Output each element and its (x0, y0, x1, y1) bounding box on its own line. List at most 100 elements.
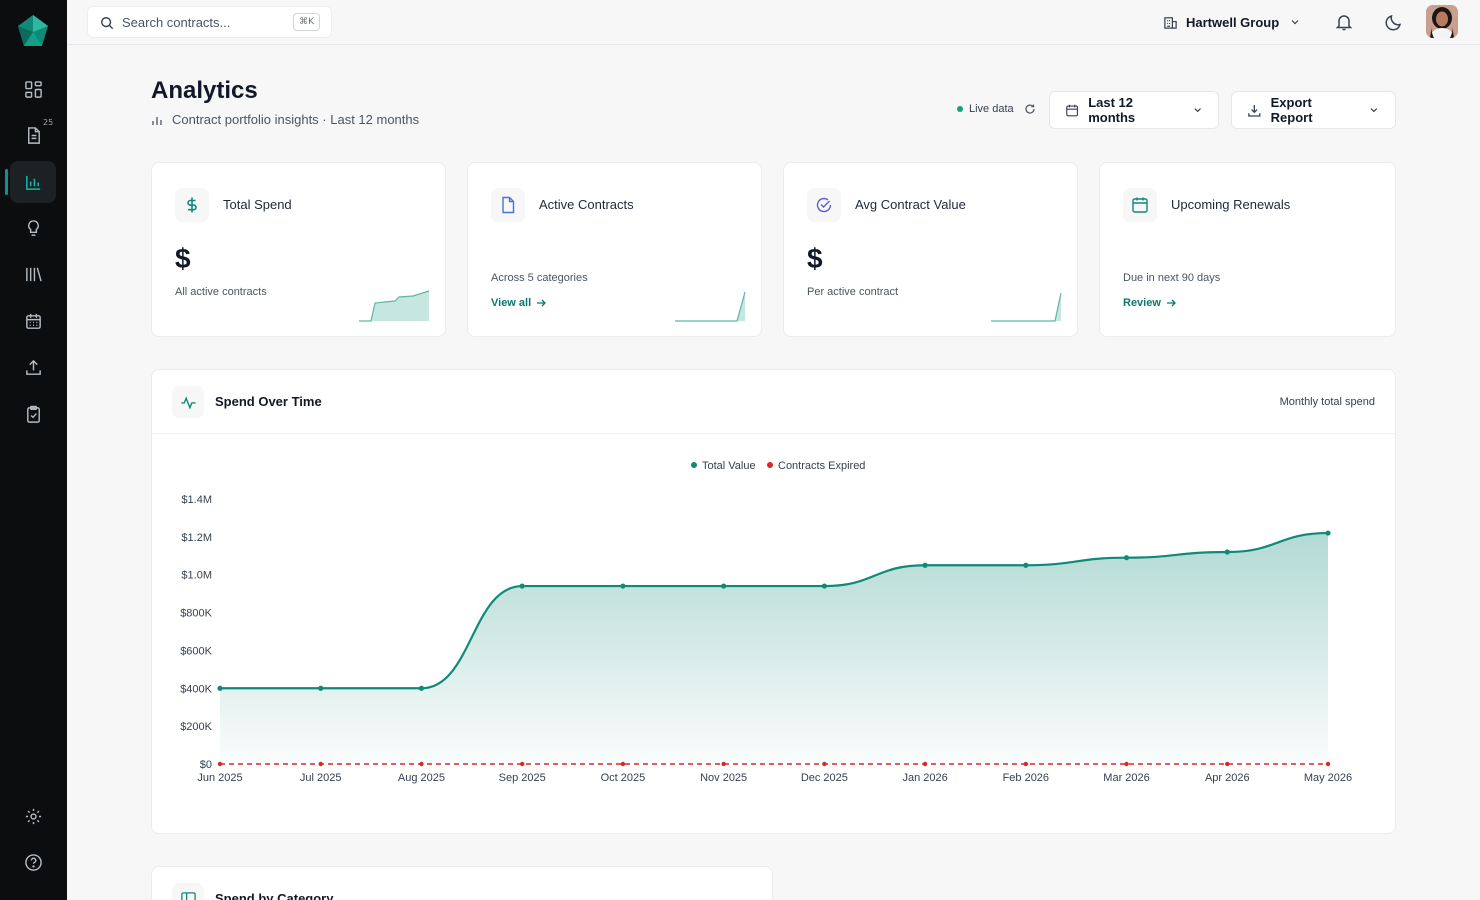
sidebar-item-insights[interactable] (10, 207, 56, 249)
total-value-line (220, 531, 1329, 690)
sidebar-item-calendar[interactable] (10, 300, 56, 342)
review-link[interactable]: Review (1123, 297, 1176, 309)
chevron-down-icon (1370, 108, 1378, 113)
spend-over-time-panel: Spend Over Time Monthly total spend Tota… (151, 369, 1396, 834)
org-name: Hartwell Group (1186, 14, 1280, 30)
card-note: Due in next 90 days (1123, 272, 1221, 284)
contracts-expired-point[interactable] (922, 761, 928, 767)
user-photo-icon (1426, 5, 1458, 38)
panel-header: Spend Over Time Monthly total spend (152, 370, 1395, 434)
y-tick-label: $1.0M (181, 570, 212, 582)
calendar-icon (1066, 104, 1079, 116)
view-all-link[interactable]: View all (491, 297, 547, 309)
total-value-point[interactable] (1123, 555, 1130, 561)
y-tick-label: $0 (200, 759, 212, 771)
avatar[interactable] (1426, 5, 1458, 38)
sidebar-item-tasks[interactable] (10, 393, 56, 435)
sparkline-total-spend (359, 290, 430, 322)
review-label: Review (1123, 297, 1161, 309)
sidebar-item-library[interactable] (10, 253, 56, 295)
check-circle-icon (816, 197, 832, 213)
card-icon-wrap (1123, 188, 1157, 222)
contracts-expired-point[interactable] (1023, 761, 1029, 767)
contracts-expired-point[interactable] (1225, 761, 1230, 767)
contracts-expired-point[interactable] (1325, 761, 1331, 767)
total-value-point[interactable] (721, 583, 727, 589)
x-tick-label: Apr 2026 (1205, 772, 1250, 784)
export-report-label: Export Report (1270, 95, 1313, 125)
org-switcher[interactable]: Hartwell Group (1163, 12, 1301, 32)
card-note: Across 5 categories (491, 272, 588, 284)
page-subtitle-text: Contract portfolio insights · Last 12 mo… (172, 112, 420, 127)
date-range-button[interactable]: Last 12 months (1049, 91, 1219, 129)
total-value-point[interactable] (418, 685, 425, 691)
x-tick-label: Feb 2026 (1003, 772, 1049, 784)
export-report-button[interactable]: Export Report (1231, 91, 1396, 129)
panel-title: Spend Over Time (215, 394, 322, 409)
card-icon-wrap (807, 188, 841, 222)
building-icon (1164, 16, 1177, 29)
upload-icon (25, 359, 41, 375)
live-data-indicator: Live data (957, 103, 1036, 115)
search-box[interactable]: Search contracts... ⌘K (87, 6, 332, 38)
bell-icon[interactable] (1334, 12, 1354, 32)
sidebar-item-analytics[interactable] (5, 161, 56, 203)
search-shortcut: ⌘K (293, 13, 320, 31)
total-value-point[interactable] (519, 583, 525, 589)
page-title: Analytics (151, 77, 258, 104)
contracts-expired-point[interactable] (318, 761, 323, 767)
activity-icon (180, 395, 196, 410)
search-icon (101, 17, 114, 30)
total-value-point[interactable] (620, 583, 626, 589)
contracts-expired-point[interactable] (519, 761, 525, 767)
search-input[interactable]: Search contracts... (122, 15, 231, 30)
total-value-point[interactable] (318, 685, 324, 691)
x-tick-label: Jul 2025 (300, 772, 342, 784)
contracts-expired-point[interactable] (620, 761, 626, 767)
calendar-icon (1132, 197, 1148, 213)
contracts-expired-point[interactable] (1124, 761, 1129, 767)
total-value-point[interactable] (1224, 549, 1230, 555)
legend-label[interactable]: Contracts Expired (778, 460, 865, 472)
sidebar-item-dashboard[interactable] (10, 68, 56, 110)
x-tick-label: Sep 2025 (499, 772, 546, 784)
calendar-icon (25, 313, 41, 329)
card-value: $ (807, 243, 823, 274)
total-value-point[interactable] (1325, 530, 1331, 536)
download-icon (1248, 104, 1261, 117)
app-logo-icon[interactable] (16, 14, 50, 48)
page-subtitle: Contract portfolio insights · Last 12 mo… (151, 112, 419, 127)
total-value-point[interactable] (217, 685, 223, 691)
total-value-point[interactable] (922, 562, 928, 568)
topbar: Search contracts... ⌘K Hartwell Group (67, 0, 1480, 45)
contracts-expired-point[interactable] (419, 761, 424, 767)
bar-chart-icon (25, 175, 40, 190)
contracts-expired-point[interactable] (822, 761, 827, 767)
library-icon (25, 267, 42, 281)
gear-icon (25, 808, 41, 824)
sparkline-active-contracts (675, 291, 746, 322)
refresh-icon[interactable] (1024, 103, 1036, 115)
x-tick-label: Nov 2025 (700, 772, 747, 784)
contracts-expired-point[interactable] (721, 761, 726, 767)
help-circle-icon (24, 853, 42, 871)
sidebar-item-settings[interactable] (10, 795, 56, 837)
grid-icon (24, 80, 42, 98)
total-value-point[interactable] (821, 583, 827, 589)
sidebar-item-contracts[interactable]: 25 (10, 114, 56, 156)
card-note: All active contracts (175, 286, 267, 298)
file-icon (502, 196, 515, 214)
x-tick-label: Oct 2025 (601, 772, 646, 784)
sidebar-item-upload[interactable] (10, 346, 56, 388)
total-value-point[interactable] (1023, 562, 1029, 568)
total-value-area (220, 533, 1328, 764)
x-tick-label: Dec 2025 (801, 772, 848, 784)
moon-icon[interactable] (1384, 12, 1404, 32)
y-tick-label: $800K (180, 608, 212, 620)
arrow-right-icon (1166, 299, 1176, 307)
legend-label[interactable]: Total Value (702, 460, 756, 472)
contracts-expired-point[interactable] (217, 761, 223, 767)
sidebar-item-help[interactable] (10, 841, 56, 883)
stat-card-avg-contract-value: Avg Contract Value $ Per active contract (783, 162, 1078, 337)
x-tick-label: Jun 2025 (197, 772, 242, 784)
